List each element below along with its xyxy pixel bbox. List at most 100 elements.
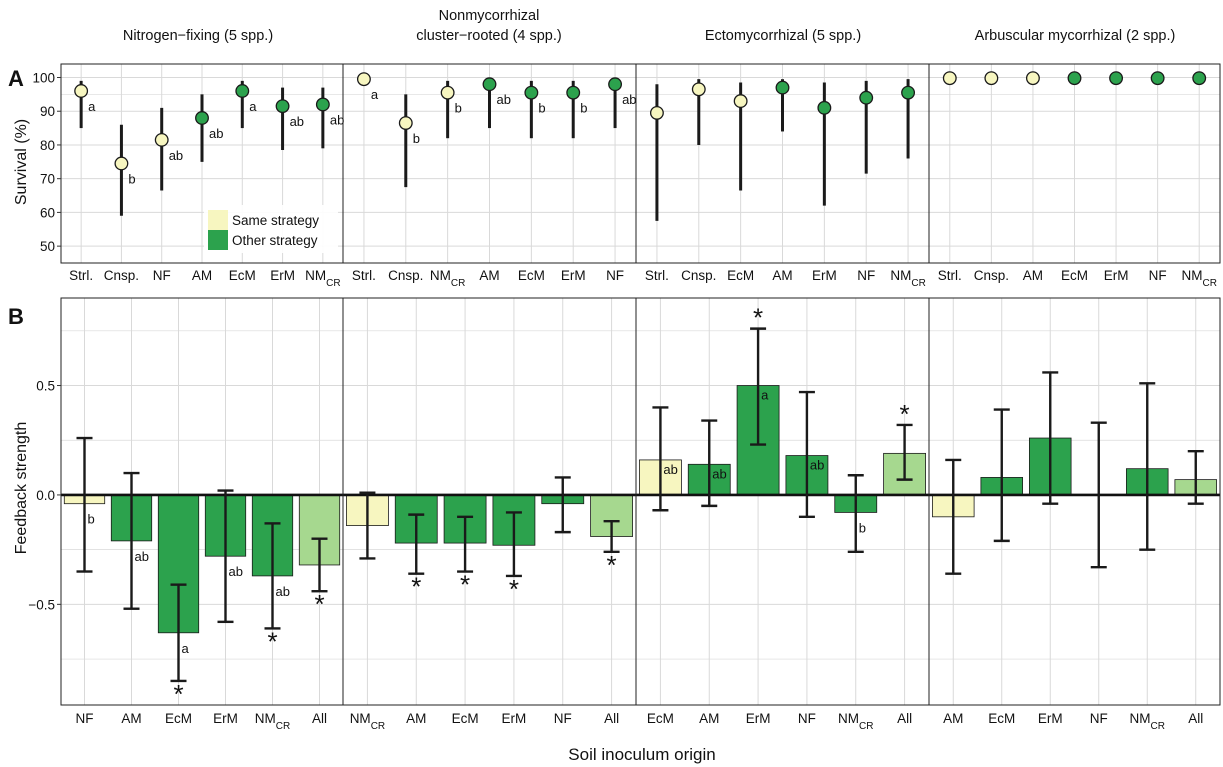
- panel-frame: [928, 297, 1221, 706]
- x-tick-label: AM: [943, 711, 963, 726]
- x-tick-label: Cnsp.: [974, 268, 1009, 283]
- y-axis-label-a: Survival (%): [13, 119, 30, 205]
- x-tick-label: EcM: [165, 711, 192, 726]
- legend-swatch-same: [208, 210, 228, 230]
- panel-b-facet-2: NMCR * AM * EcM * ErM NF * All: [342, 297, 637, 732]
- data-point: [566, 85, 581, 100]
- y-tick-label: 90: [40, 104, 55, 119]
- x-tick-label: ErM: [502, 711, 527, 726]
- x-tick-label: EcM: [452, 711, 479, 726]
- x-tick-label: NF: [554, 711, 572, 726]
- panel-label-a: A: [8, 66, 24, 91]
- x-tick-label: NMCR: [430, 268, 465, 289]
- y-tick-label: 70: [40, 172, 55, 187]
- significance-star: *: [607, 550, 617, 580]
- data-point: [859, 90, 874, 105]
- x-tick-label: Strl.: [938, 268, 962, 283]
- x-tick-label: Strl.: [645, 268, 669, 283]
- significance-star: *: [173, 679, 183, 709]
- x-tick-label: AM: [772, 268, 792, 283]
- significance-letter: ab: [810, 458, 824, 473]
- x-tick-label: EcM: [727, 268, 754, 283]
- significance-letter: ab: [135, 549, 149, 564]
- x-tick-label: NF: [798, 711, 816, 726]
- y-tick-label: −0.5: [28, 597, 55, 612]
- x-tick-label: AM: [699, 711, 719, 726]
- panel-b-plots: bNFabAMa*EcMabErMab*NMCR*All−0.50.00.5NM…: [28, 297, 1221, 732]
- column-title-2-line1: Nonmycorrhizal: [439, 8, 540, 24]
- significance-letter: a: [182, 641, 190, 656]
- significance-star: *: [460, 570, 470, 600]
- x-tick-label: NMCR: [255, 711, 290, 732]
- significance-letter: ab: [330, 112, 344, 127]
- x-tick-label: EcM: [229, 268, 256, 283]
- x-tick-label: NMCR: [1181, 268, 1216, 289]
- data-point: [235, 84, 250, 98]
- significance-letter: ab: [229, 564, 243, 579]
- panel-label-b: B: [8, 304, 24, 329]
- x-tick-label: AM: [479, 268, 499, 283]
- data-point: [315, 97, 330, 112]
- legend-label-other: Other strategy: [232, 233, 318, 248]
- x-tick-label: Cnsp.: [388, 268, 423, 283]
- significance-star: *: [314, 589, 324, 619]
- column-title-3: Ectomycorrhizal (5 spp.): [705, 28, 861, 44]
- x-tick-label: ErM: [746, 711, 771, 726]
- y-tick-label: 50: [40, 239, 55, 254]
- panel-b-facet-4: AM EcM ErM NF NMCR All: [928, 297, 1221, 732]
- x-tick-label: EcM: [988, 711, 1015, 726]
- panel-a-facet-1: a Strl. b Cnsp. ab NF ab AM a EcM ab ErM ab NMCR 50 60 7…: [32, 63, 344, 289]
- data-point: [398, 116, 413, 130]
- significance-letter: b: [859, 520, 866, 535]
- data-point: [901, 85, 916, 100]
- significance-letter: a: [88, 99, 96, 114]
- x-tick-label: ErM: [1104, 268, 1129, 283]
- data-point: [1109, 71, 1124, 86]
- significance-letter: ab: [169, 148, 183, 163]
- legend-label-same: Same strategy: [232, 213, 319, 228]
- data-point: [195, 111, 209, 125]
- significance-letter: a: [371, 87, 379, 102]
- data-point: [1192, 71, 1207, 86]
- data-point: [1025, 71, 1040, 86]
- x-tick-label: ErM: [213, 711, 238, 726]
- significance-letter: ab: [290, 114, 304, 129]
- panel-b-facet-1: b NF ab AM a * EcM ab ErM ab * NMCR * All −0.5 0.0 0.5: [28, 297, 344, 732]
- significance-letter: ab: [663, 462, 677, 477]
- x-tick-label: ErM: [270, 268, 295, 283]
- data-point: [114, 156, 129, 171]
- panel-a-plots: aStrl.bCnsp.abNFabAMaEcMabErMabNMCR50607…: [32, 63, 1221, 289]
- x-tick-label: NF: [1090, 711, 1108, 726]
- significance-letter: ab: [712, 466, 726, 481]
- data-point: [356, 72, 371, 87]
- panel-a-facet-2: a Strl. b Cnsp. b NMCR ab AM b EcM b ErM ab NF: [342, 63, 637, 289]
- significance-letter: b: [455, 101, 462, 116]
- data-point: [524, 85, 539, 100]
- x-tick-label: AM: [121, 711, 141, 726]
- significance-letter: ab: [622, 92, 636, 107]
- x-tick-label: AM: [192, 268, 212, 283]
- data-point: [691, 82, 706, 97]
- significance-letter: ab: [497, 92, 511, 107]
- data-point: [440, 85, 455, 100]
- significance-star: *: [411, 572, 421, 602]
- x-tick-label: Cnsp.: [681, 268, 716, 283]
- y-tick-label: 0.5: [36, 379, 55, 394]
- panel-frame: [928, 63, 1221, 264]
- legend-swatch-other: [208, 230, 228, 250]
- data-point: [817, 100, 832, 115]
- x-tick-label: NMCR: [1130, 711, 1165, 732]
- x-tick-label: Cnsp.: [104, 268, 139, 283]
- data-point: [608, 77, 623, 92]
- significance-star: *: [509, 574, 519, 604]
- x-tick-label: NF: [153, 268, 171, 283]
- significance-star: *: [753, 303, 763, 333]
- column-title-2-line2: cluster−rooted (4 spp.): [416, 28, 561, 44]
- x-tick-label: AM: [1023, 268, 1043, 283]
- x-tick-label: ErM: [812, 268, 837, 283]
- x-tick-label: NF: [606, 268, 624, 283]
- significance-letter: a: [249, 99, 257, 114]
- data-point: [984, 71, 999, 86]
- data-point: [482, 77, 497, 92]
- data-point: [74, 84, 89, 98]
